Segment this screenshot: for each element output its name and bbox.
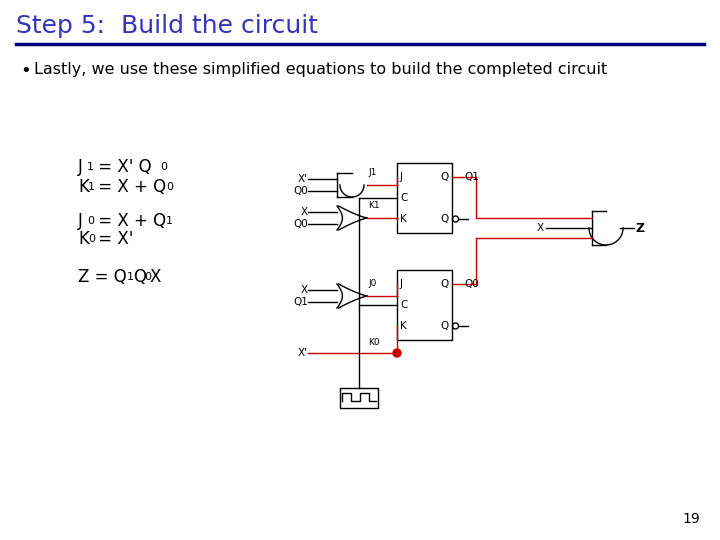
Text: J1: J1 — [368, 168, 377, 177]
Text: C: C — [400, 193, 408, 203]
Text: = X + Q: = X + Q — [93, 212, 166, 230]
Text: K1: K1 — [368, 201, 379, 210]
Text: X: X — [537, 223, 544, 233]
Text: Q: Q — [133, 268, 146, 286]
Circle shape — [393, 349, 401, 357]
Text: 1: 1 — [87, 162, 94, 172]
Text: Q: Q — [441, 279, 449, 289]
Text: K: K — [400, 321, 407, 331]
Text: X: X — [301, 285, 308, 295]
Text: 1: 1 — [127, 272, 134, 282]
Text: Z: Z — [636, 221, 645, 234]
Text: K: K — [78, 230, 89, 248]
Bar — [340, 388, 378, 408]
Text: = X' Q: = X' Q — [93, 158, 152, 176]
Text: Q1: Q1 — [464, 172, 479, 182]
Text: J: J — [400, 172, 403, 182]
Text: Q: Q — [441, 172, 449, 182]
Text: 1: 1 — [88, 182, 95, 192]
Text: 0: 0 — [87, 216, 94, 226]
Text: X: X — [150, 268, 161, 286]
Text: X': X' — [298, 348, 308, 358]
Text: C: C — [400, 300, 408, 310]
Text: Q: Q — [441, 214, 449, 224]
Text: 19: 19 — [683, 512, 700, 526]
Text: 0: 0 — [160, 162, 167, 172]
Text: 0: 0 — [166, 182, 173, 192]
Text: Q0: Q0 — [464, 279, 479, 289]
Text: K0: K0 — [368, 338, 379, 347]
Text: Z = Q: Z = Q — [78, 268, 127, 286]
Bar — [397, 163, 452, 233]
Text: •: • — [20, 62, 31, 80]
Text: X: X — [301, 207, 308, 217]
Text: J0: J0 — [368, 279, 377, 288]
Text: K: K — [78, 178, 89, 196]
Text: Q0: Q0 — [293, 186, 308, 196]
Text: K: K — [400, 214, 407, 224]
Text: Q0: Q0 — [293, 219, 308, 229]
Text: = X + Q: = X + Q — [93, 178, 166, 196]
Text: Step 5:  Build the circuit: Step 5: Build the circuit — [16, 14, 318, 38]
Text: J: J — [400, 279, 403, 289]
Text: 0: 0 — [88, 234, 95, 244]
Text: X': X' — [298, 174, 308, 184]
Text: Q: Q — [441, 321, 449, 331]
Text: 0: 0 — [144, 272, 151, 282]
Text: 1: 1 — [166, 216, 173, 226]
Text: J: J — [78, 158, 83, 176]
Bar — [397, 270, 452, 340]
Text: J: J — [78, 212, 83, 230]
Text: Q1: Q1 — [293, 297, 308, 307]
Text: Lastly, we use these simplified equations to build the completed circuit: Lastly, we use these simplified equation… — [34, 62, 607, 77]
Text: = X': = X' — [93, 230, 133, 248]
